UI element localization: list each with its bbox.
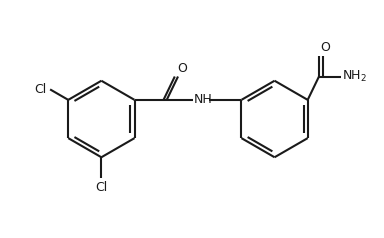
Text: NH$_2$: NH$_2$: [342, 69, 367, 84]
Text: Cl: Cl: [35, 83, 47, 96]
Text: Cl: Cl: [95, 181, 108, 194]
Text: O: O: [321, 41, 331, 54]
Text: NH: NH: [194, 93, 213, 106]
Text: O: O: [177, 62, 187, 75]
